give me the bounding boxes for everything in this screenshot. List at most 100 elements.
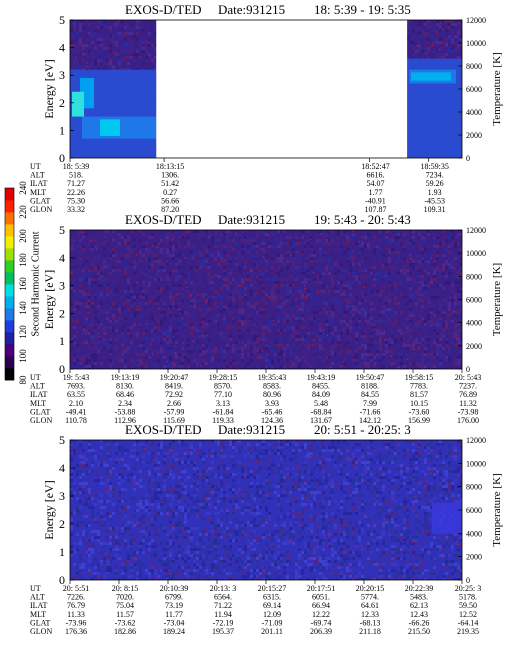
row-value: 7693. — [67, 382, 85, 391]
y-right-tick-label: 12000 — [466, 226, 486, 235]
row-value: 115.69 — [163, 416, 185, 425]
y-tick-label: 5 — [59, 433, 65, 447]
y-right-tick-label: 2000 — [466, 553, 482, 562]
y-right-tick-label: 12000 — [466, 16, 486, 25]
colorbar-tick-label: 140 — [18, 301, 28, 315]
row-value: 12.52 — [459, 610, 477, 619]
row-value: 71.22 — [214, 601, 232, 610]
colorbar: 80 100 120 140 160 180 200 220 240 Second Harmoni… — [4, 181, 41, 385]
row-label: UT — [30, 584, 41, 593]
colorbar-segment — [5, 236, 14, 249]
y-tick-label: 0 — [59, 362, 65, 376]
row-value: 156.99 — [408, 416, 430, 425]
row-label: ALT — [30, 593, 45, 602]
y-axis-label: Energy [eV] — [42, 480, 56, 539]
row-value: 19:13:19 — [111, 373, 139, 382]
row-value: 131.67 — [310, 416, 332, 425]
row-label: UT — [30, 373, 41, 382]
colorbar-segment — [5, 296, 14, 309]
spectrogram-image — [70, 230, 462, 369]
y-right-tick-label: 8000 — [466, 62, 482, 71]
row-value: 124.36 — [261, 416, 283, 425]
colorbar-segment — [5, 308, 14, 321]
colorbar-title: Second Harmonic Current — [30, 231, 41, 336]
row-value: 75.30 — [67, 196, 85, 205]
colorbar-tick-label: 180 — [18, 253, 28, 267]
y-tick-label: 0 — [59, 573, 65, 587]
row-value: 5178. — [459, 593, 477, 602]
y-tick-label: 1 — [59, 334, 65, 348]
row-label: MLT — [30, 610, 46, 619]
colorbar-tick-label: 220 — [18, 205, 28, 219]
row-value: 56.66 — [161, 196, 179, 205]
row-value: -73.98 — [458, 407, 479, 416]
row-value: 8583. — [263, 382, 281, 391]
row-value: 12.09 — [263, 610, 281, 619]
row-label: GLAT — [30, 618, 51, 627]
row-value: 20:25: 3 — [455, 584, 481, 593]
row-value: 12.43 — [410, 610, 428, 619]
row-value: 59.50 — [459, 601, 477, 610]
row-value: -57.99 — [164, 407, 185, 416]
row-value: 19:28:15 — [209, 373, 237, 382]
row-value: 195.37 — [212, 627, 234, 636]
colorbar-segment — [5, 368, 14, 381]
row-value: 8455. — [312, 382, 330, 391]
flux-region — [432, 503, 462, 534]
panel-date: Date:931215 — [218, 212, 285, 227]
row-value: 20:10:39 — [160, 584, 188, 593]
row-value: 66.94 — [312, 601, 330, 610]
row-value: 19: 5:43 — [63, 373, 89, 382]
row-value: 119.33 — [212, 416, 234, 425]
row-value: 20:13: 3 — [210, 584, 236, 593]
row-value: 20:15:27 — [258, 584, 286, 593]
row-value: 84.09 — [312, 390, 330, 399]
row-value: 19:58:15 — [405, 373, 433, 382]
y-tick-label: 1 — [59, 545, 65, 559]
row-value: 77.10 — [214, 390, 232, 399]
row-value: 7226. — [67, 593, 85, 602]
colorbar-segment — [5, 332, 14, 345]
y-right-axis-label: Temperature [K] — [491, 52, 503, 125]
row-value: 12.22 — [312, 610, 330, 619]
row-value: 0.27 — [163, 188, 177, 197]
colorbar-tick-label: 240 — [18, 181, 28, 195]
spectrogram-panel-2: EXOS-D/TED Date:931215 19: 5:43 - 20: 5:43… — [30, 212, 503, 425]
y-right-tick-label: 6000 — [466, 85, 482, 94]
colorbar-segment — [5, 272, 14, 285]
row-value: 10.15 — [410, 399, 428, 408]
row-value: 71.27 — [67, 179, 85, 188]
row-label: GLAT — [30, 196, 51, 205]
row-value: 22.26 — [67, 188, 85, 197]
y-right-tick-label: 0 — [466, 154, 470, 163]
row-value: 7783. — [410, 382, 428, 391]
row-value: 19:43:19 — [307, 373, 335, 382]
row-label: ILAT — [30, 390, 47, 399]
panel-time-range: 19: 5:43 - 20: 5:43 — [314, 212, 411, 227]
y-axis-label: Energy [eV] — [42, 59, 56, 118]
row-value: 76.89 — [459, 390, 477, 399]
row-value: 18:52:47 — [361, 162, 389, 171]
y-tick-label: 5 — [59, 223, 65, 237]
row-value: 1.77 — [368, 188, 382, 197]
colorbar-segment — [5, 260, 14, 273]
row-value: 7234. — [426, 171, 444, 180]
row-value: 19:20:47 — [160, 373, 188, 382]
y-right-tick-label: 10000 — [466, 249, 486, 258]
row-value: -49.41 — [66, 407, 87, 416]
row-label: ILAT — [30, 179, 47, 188]
row-value: 68.46 — [116, 390, 134, 399]
row-label: GLAT — [30, 407, 51, 416]
row-label: ALT — [30, 382, 45, 391]
row-value: 206.39 — [310, 627, 332, 636]
row-value: 11.94 — [214, 610, 232, 619]
panel-time-range: 20: 5:51 - 20:25: 3 — [314, 422, 411, 437]
y-tick-label: 1 — [59, 123, 65, 137]
spectrogram-panel-1: EXOS-D/TED Date:931215 18: 5:39 - 19: 5:35… — [30, 2, 503, 214]
row-value: 18:13:15 — [156, 162, 184, 171]
row-value: 8188. — [361, 382, 379, 391]
row-value: 5774. — [361, 593, 379, 602]
row-value: 20: 5:51 — [63, 584, 89, 593]
row-value: 5.48 — [314, 399, 328, 408]
row-value: 76.79 — [67, 601, 85, 610]
